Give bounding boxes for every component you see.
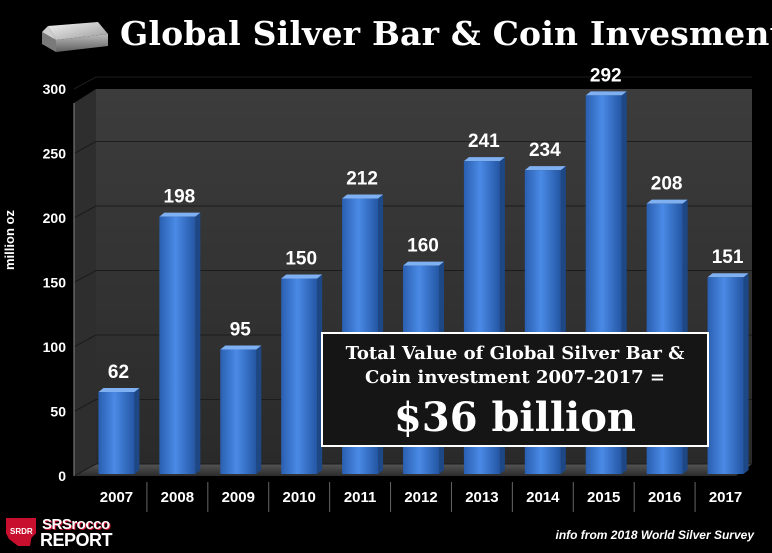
- x-tick-label: 2009: [222, 489, 255, 506]
- logo-map-icon: SRDR: [6, 518, 36, 546]
- y-tick-label: 100: [43, 339, 67, 355]
- x-tick-label: 2015: [587, 489, 620, 506]
- gridline-depth: [73, 399, 97, 412]
- y-axis-label: million oz: [2, 210, 17, 270]
- y-tick-label: 0: [58, 468, 66, 484]
- bar-value-label: 62: [108, 362, 129, 383]
- gridline-depth: [73, 141, 97, 154]
- bar-top: [524, 166, 566, 171]
- x-tick-label: 2017: [709, 489, 742, 506]
- bar-value-label: 234: [529, 140, 561, 161]
- gridline-depth: [73, 270, 97, 283]
- bar-group: 62: [98, 362, 140, 474]
- bar-side: [317, 274, 323, 474]
- bar-value-label: 95: [230, 319, 252, 340]
- bar-top: [585, 91, 627, 96]
- srsrocco-logo: SRDR SRSrocco REPORT: [6, 516, 128, 550]
- bar: [707, 277, 744, 474]
- bar-top: [281, 274, 323, 279]
- bar-top: [403, 261, 444, 266]
- total-value-callout: Total Value of Global Silver Bar & Coin …: [321, 332, 709, 447]
- chart-title: Global Silver Bar & Coin Invesment: [120, 14, 772, 53]
- x-tick-label: 2016: [648, 489, 681, 506]
- callout-total: $36 billion: [394, 394, 636, 441]
- gridline-depth: [73, 334, 97, 348]
- bar-value-label: 150: [285, 249, 317, 270]
- bar-side: [743, 273, 749, 474]
- gridline-depth: [73, 205, 97, 219]
- bar-value-label: 208: [651, 174, 683, 195]
- bar: [220, 349, 257, 474]
- bar-top: [98, 388, 140, 393]
- silver-bar-icon: [42, 22, 108, 52]
- bar-side: [134, 388, 140, 474]
- bar-value-label: 198: [164, 187, 196, 208]
- source-note: info from 2018 World Silver Survey: [555, 528, 754, 542]
- y-axis-ticks: 0 50 100 150 200 250 300: [43, 81, 75, 484]
- gridline-depth: [73, 463, 97, 477]
- bar-value-label: 160: [407, 236, 439, 257]
- logo-text-line-2: REPORT: [40, 530, 113, 550]
- x-axis-ticks: 2007 2008 2009 2010 2011 2012 2013 2014 2015 2016…: [100, 482, 742, 512]
- y-tick-label: 250: [43, 146, 67, 162]
- callout-line-1: Total Value of Global Silver Bar &: [345, 343, 685, 364]
- x-tick-label: 2007: [100, 489, 133, 506]
- y-tick-label: 200: [43, 210, 67, 226]
- bar-value-label: 151: [712, 247, 744, 268]
- bar-group: 198: [159, 187, 201, 474]
- bar-top: [159, 212, 201, 217]
- bar-side: [256, 345, 262, 474]
- x-tick-label: 2012: [404, 489, 437, 506]
- bar-group: 151: [707, 247, 749, 474]
- callout-line-2: Coin investment 2007-2017 =: [365, 367, 665, 388]
- bar-top: [707, 273, 749, 278]
- bar: [98, 392, 135, 474]
- bar-group: 150: [281, 249, 323, 474]
- y-tick-label: 300: [43, 81, 67, 97]
- y-tick-label: 50: [50, 404, 66, 420]
- bar: [281, 278, 318, 474]
- x-tick-label: 2011: [344, 489, 377, 506]
- gridline-depth: [73, 76, 97, 90]
- bar-value-label: 241: [468, 131, 500, 152]
- x-tick-label: 2010: [282, 489, 315, 506]
- bar-value-label: 292: [590, 65, 622, 86]
- bar-side: [195, 212, 201, 474]
- bar-value-label: 212: [346, 169, 378, 190]
- x-tick-label: 2013: [465, 489, 498, 506]
- x-tick-label: 2014: [526, 489, 560, 506]
- side-wall: [74, 89, 96, 476]
- x-tick-label: 2008: [161, 489, 194, 506]
- bar-top: [463, 157, 505, 162]
- logo-text-line-1: SRSrocco: [42, 516, 110, 533]
- bar-top: [646, 199, 688, 204]
- y-tick-label: 150: [43, 275, 67, 291]
- bar: [159, 216, 196, 474]
- bar-top: [220, 345, 262, 350]
- bar-group: 95: [220, 319, 262, 474]
- bar-top: [342, 194, 384, 199]
